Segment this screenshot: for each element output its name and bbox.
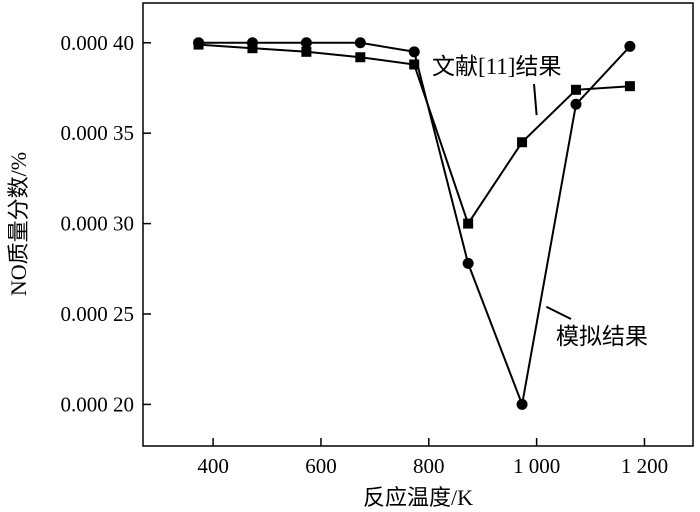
data-point-circle [570, 98, 582, 110]
x-tick-label: 400 [197, 454, 229, 478]
data-point-circle [408, 46, 420, 58]
x-tick-label: 1 200 [621, 454, 668, 478]
data-point-square [193, 39, 204, 50]
data-point-circle [300, 37, 312, 49]
annotation-label-simulation: 模拟结果 [556, 324, 648, 349]
data-point-square [570, 84, 581, 95]
y-tick-label: 0.000 35 [61, 121, 135, 145]
x-tick-label: 1 000 [513, 454, 560, 478]
axis-ticks: 400 600 800 1 000 1 200 0.000 20 0.000 25 0.000… [61, 31, 669, 478]
y-tick-label: 0.000 40 [61, 31, 135, 55]
y-tick-label: 0.000 20 [61, 392, 135, 416]
x-tick-label: 800 [413, 454, 445, 478]
data-point-circle [516, 398, 528, 410]
data-point-circle [354, 37, 366, 49]
data-point-square [301, 46, 312, 57]
data-point-square [355, 52, 366, 63]
plot-frame [142, 2, 694, 447]
annotation-leader-simulation [545, 305, 572, 320]
data-point-square [247, 43, 258, 54]
annotation-leader-reference [533, 83, 538, 116]
data-point-square [517, 137, 528, 148]
y-axis-title: NO质量分数/% [6, 152, 31, 296]
x-tick-label: 600 [305, 454, 337, 478]
data-point-square [463, 218, 474, 229]
annotation-label-reference: 文献[11]结果 [432, 54, 561, 79]
series-line-1 [198, 41, 631, 409]
y-tick-label: 0.000 25 [61, 302, 135, 326]
series-line-2 [198, 43, 630, 226]
series-group [193, 37, 636, 410]
data-point-square [409, 59, 420, 70]
y-tick-label: 0.000 30 [61, 212, 135, 236]
data-point-square [624, 81, 635, 92]
data-point-circle [624, 40, 636, 52]
data-point-circle [462, 257, 474, 269]
x-axis-title: 反应温度/K [363, 485, 473, 510]
